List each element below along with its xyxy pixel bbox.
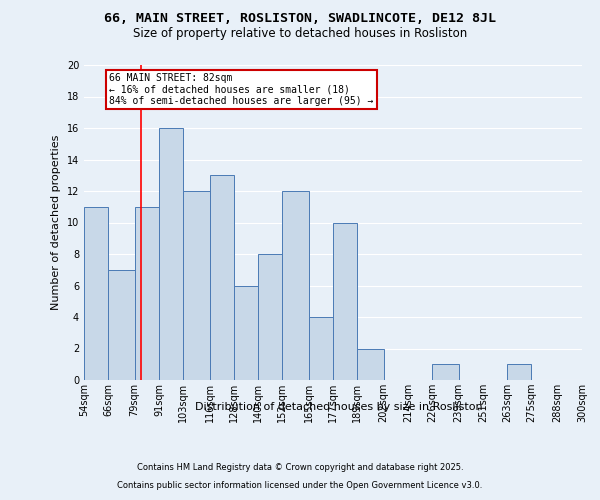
Text: Size of property relative to detached houses in Rosliston: Size of property relative to detached ho… — [133, 28, 467, 40]
Bar — [309, 317, 333, 380]
Bar — [84, 207, 108, 380]
Bar — [333, 222, 357, 380]
Bar — [432, 364, 458, 380]
Bar — [258, 254, 283, 380]
Bar — [108, 270, 134, 380]
Bar — [159, 128, 183, 380]
Y-axis label: Number of detached properties: Number of detached properties — [51, 135, 61, 310]
Text: 66, MAIN STREET, ROSLISTON, SWADLINCOTE, DE12 8JL: 66, MAIN STREET, ROSLISTON, SWADLINCOTE,… — [104, 12, 496, 26]
Bar — [209, 176, 234, 380]
Bar — [134, 207, 159, 380]
Text: Contains HM Land Registry data © Crown copyright and database right 2025.: Contains HM Land Registry data © Crown c… — [137, 464, 463, 472]
Bar — [507, 364, 532, 380]
Bar — [283, 191, 309, 380]
Text: Distribution of detached houses by size in Rosliston: Distribution of detached houses by size … — [195, 402, 483, 412]
Text: Contains public sector information licensed under the Open Government Licence v3: Contains public sector information licen… — [118, 481, 482, 490]
Bar — [183, 191, 209, 380]
Text: 66 MAIN STREET: 82sqm
← 16% of detached houses are smaller (18)
84% of semi-deta: 66 MAIN STREET: 82sqm ← 16% of detached … — [109, 73, 374, 106]
Bar — [234, 286, 258, 380]
Bar — [357, 348, 383, 380]
